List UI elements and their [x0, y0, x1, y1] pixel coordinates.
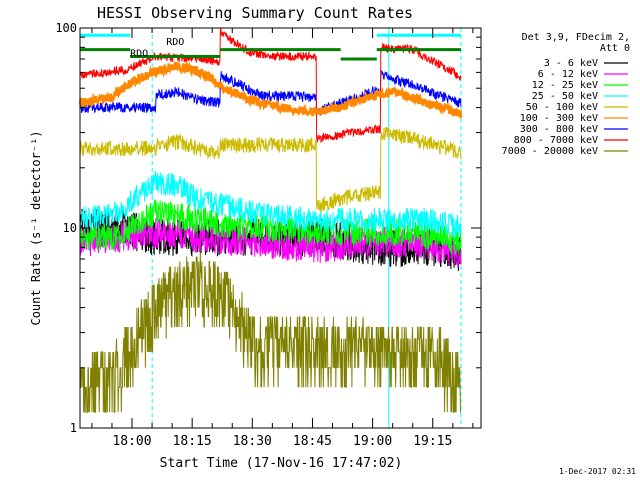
x-tick-label-5: 19:15	[413, 434, 452, 449]
y-tick-label-1: 10	[63, 221, 77, 235]
legend-header-0: Det 3,9, FDecim 2,	[522, 32, 630, 43]
x-tick-label-0: 18:00	[112, 434, 151, 449]
axes: 1 10 100 18:00 18:15 18:30 18:45 19:00 19:15	[55, 21, 482, 449]
series-line-25-50-kev	[79, 171, 462, 239]
x-tick-label-4: 19:00	[353, 434, 392, 449]
legend-label-6: 300 - 800 keV	[520, 124, 598, 135]
annotation-rdo-1: RDO	[130, 49, 148, 60]
legend-label-5: 100 - 300 keV	[520, 113, 598, 124]
plot-area: RDO RDO	[78, 27, 463, 428]
legend-label-7: 800 - 7000 keV	[514, 135, 598, 146]
x-tick-label-3: 18:45	[293, 434, 332, 449]
chart-title: HESSI Observing Summary Count Rates	[97, 4, 413, 22]
footer-date: 1-Dec-2017 02:31	[559, 467, 636, 476]
series-line-50-100-kev	[79, 126, 462, 212]
legend-label-2: 12 - 25 keV	[532, 80, 598, 91]
legend-label-1: 6 - 12 keV	[538, 69, 598, 80]
annotation-rdo-0: RDO	[166, 37, 184, 48]
series-line-100-300-kev	[78, 61, 463, 120]
series-line-12-25-kev	[79, 199, 462, 256]
legend-label-3: 25 - 50 keV	[532, 91, 598, 102]
y-tick-label-2: 100	[55, 21, 77, 35]
x-tick-label-2: 18:30	[233, 434, 272, 449]
legend-label-8: 7000 - 20000 keV	[502, 146, 598, 157]
series-line-6-12-kev	[79, 217, 462, 268]
legend-header-1: Att 0	[600, 43, 630, 54]
y-axis-label: Count Rate (s⁻¹ detector⁻¹)	[29, 130, 43, 325]
y-tick-label-0: 1	[70, 421, 77, 435]
legend-label-4: 50 - 100 keV	[526, 102, 598, 113]
series-line-7000-20000-kev	[79, 251, 461, 413]
x-axis-label: Start Time (17-Nov-16 17:47:02)	[160, 456, 403, 471]
x-tick-label-1: 18:15	[173, 434, 212, 449]
legend-label-0: 3 - 6 keV	[544, 58, 598, 69]
series-line-300-800-kev	[79, 70, 462, 116]
series-line-800-7000-kev	[79, 27, 462, 144]
